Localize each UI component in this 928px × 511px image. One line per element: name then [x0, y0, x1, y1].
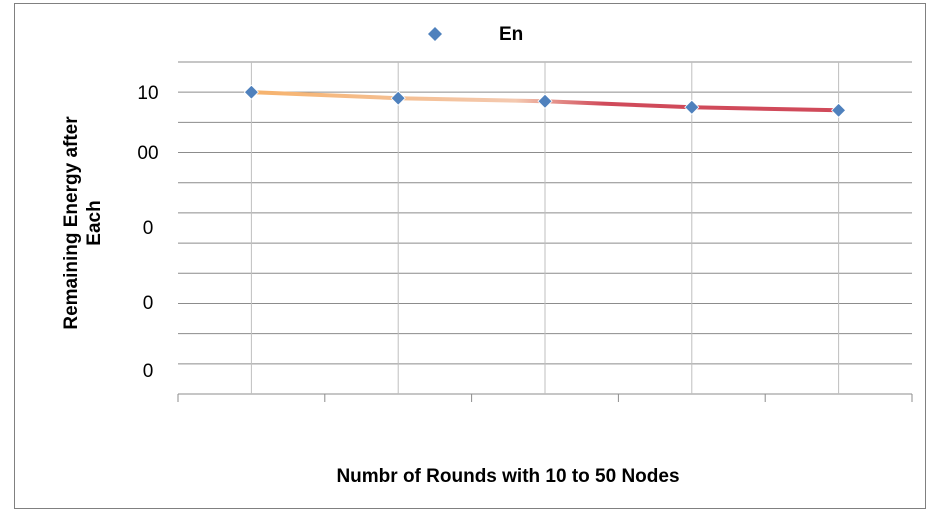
- legend-marker: [428, 27, 442, 41]
- y-tick-label: 0: [143, 293, 154, 314]
- y-axis-title-line: Remaining Energy after: [61, 116, 82, 330]
- legend-label: En: [499, 24, 523, 45]
- y-axis-title-line: Each: [84, 200, 105, 245]
- y-axis-title: Remaining Energy after Each: [61, 116, 105, 330]
- data-point: [391, 91, 405, 105]
- y-tick-label: 10: [137, 83, 158, 104]
- x-axis-title: Numbr of Rounds with 10 to 50 Nodes: [336, 466, 679, 487]
- grid: [178, 62, 912, 394]
- data-point: [244, 85, 258, 99]
- chart-canvas: 10 00 0 0 0 En Numbr of Rounds with 10 t…: [15, 4, 925, 508]
- data-point: [538, 94, 552, 108]
- y-tick-label: 0: [143, 361, 154, 382]
- legend: En: [428, 24, 523, 45]
- y-tick-label: 00: [137, 143, 158, 164]
- y-tick-label: 0: [143, 218, 154, 239]
- chart-frame: 10 00 0 0 0 En Numbr of Rounds with 10 t…: [14, 3, 926, 509]
- axes: [178, 394, 912, 402]
- data-point: [685, 100, 699, 114]
- data-point: [832, 103, 846, 117]
- y-tick-labels: 10 00 0 0 0: [137, 83, 158, 382]
